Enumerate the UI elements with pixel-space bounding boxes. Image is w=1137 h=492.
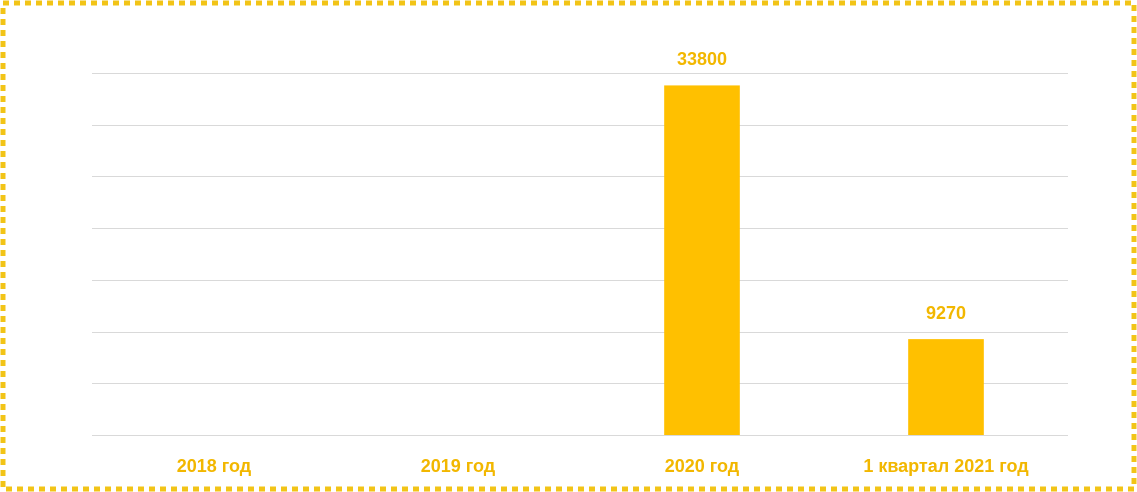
data-label: 33800 (677, 49, 727, 69)
x-tick-label: 1 квартал 2021 год (863, 456, 1029, 476)
x-tick-label: 2020 год (665, 456, 740, 476)
x-tick-label: 2019 год (421, 456, 496, 476)
data-label: 9270 (926, 303, 966, 323)
x-tick-label: 2018 год (177, 456, 252, 476)
bar (908, 339, 984, 435)
bar (664, 85, 740, 435)
